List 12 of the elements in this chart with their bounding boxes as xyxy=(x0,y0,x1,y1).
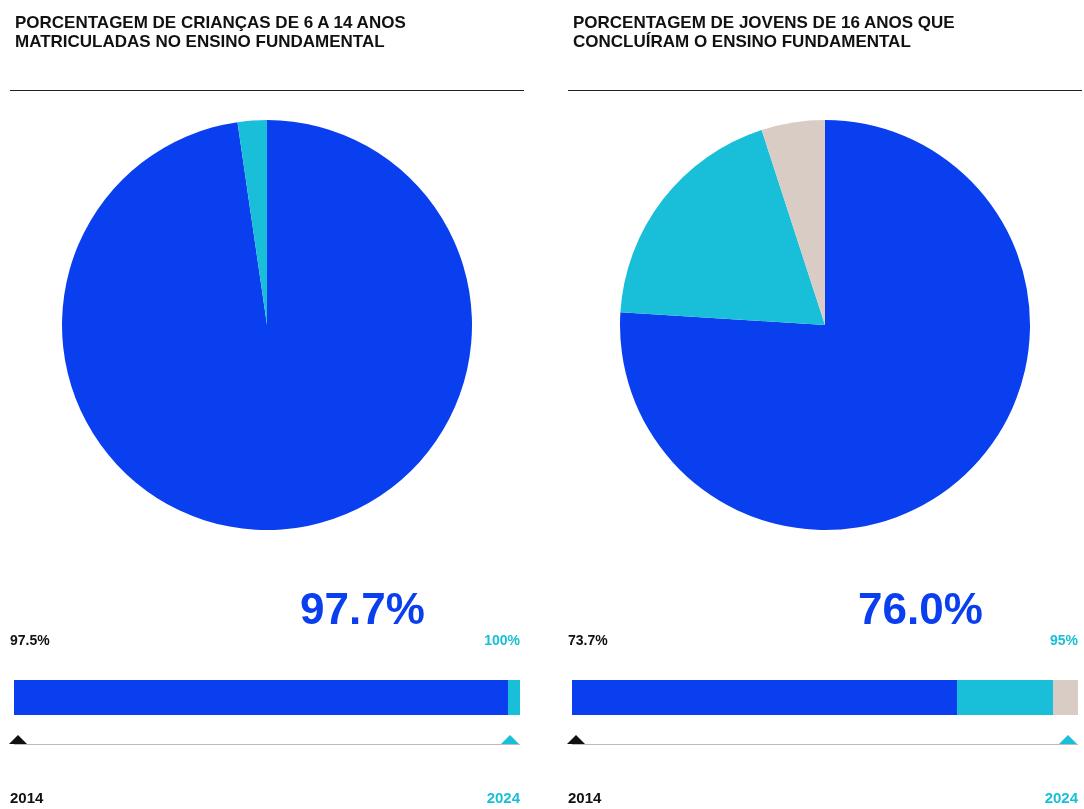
chart-title: PORCENTAGEM DE JOVENS DE 16 ANOS QUE CONCLUÍRAM O ENSINO FUNDAMENTAL xyxy=(573,13,960,51)
text: 76.0% xyxy=(858,584,983,634)
text: 73.7% xyxy=(568,632,608,648)
text: 100% xyxy=(484,632,520,648)
chart-title: PORCENTAGEM DE CRIANÇAS DE 6 A 14 ANOS MATRICULADAS NO ENSINO FUNDAMENTAL xyxy=(15,13,411,51)
text: 2014 xyxy=(10,789,44,806)
text: 2024 xyxy=(486,789,520,806)
text: 2024 xyxy=(1044,789,1078,806)
text: 97.5% xyxy=(10,632,50,648)
text: 95% xyxy=(1049,632,1078,648)
text: 97.7% xyxy=(300,584,425,634)
text: 2014 xyxy=(568,789,602,806)
